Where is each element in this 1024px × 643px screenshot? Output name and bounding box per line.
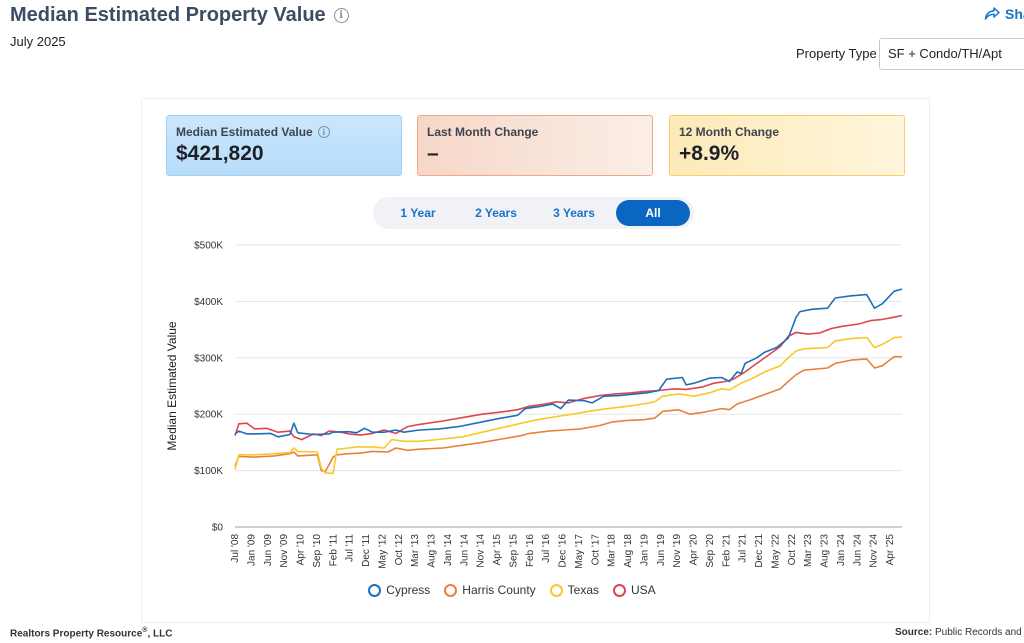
page-title-text: Median Estimated Property Value [10, 4, 326, 26]
info-icon[interactable]: i [317, 126, 330, 138]
x-tick-label: May '17 [574, 534, 585, 569]
legend-swatch-harris-county [444, 583, 458, 597]
stat-last-month-change-value: – [427, 142, 439, 165]
x-tick-label: Apr '10 [296, 534, 307, 566]
x-tick-label: Sep '10 [312, 534, 323, 568]
x-tick-label: Jul '11 [345, 534, 356, 562]
x-tick-label: Feb '21 [721, 534, 732, 567]
series-line-texas[interactable] [234, 336, 903, 475]
legend-item-usa[interactable]: USA [613, 583, 656, 597]
x-tick-label: Nov '14 [476, 534, 487, 568]
x-tick-label: Mar '13 [410, 534, 421, 567]
footer-source-text: Public Records and [932, 627, 1022, 638]
legend-swatch-texas [549, 583, 563, 597]
x-tick-label: Feb '11 [328, 534, 339, 567]
share-button[interactable]: Sha [984, 6, 1024, 22]
x-tick-label: Aug '18 [623, 534, 634, 568]
y-axis-label: Median Estimated Value [165, 321, 179, 451]
x-tick-label: Oct '12 [394, 534, 405, 566]
x-tick-label: Jun '24 [852, 534, 863, 566]
x-tick-label: Jun '14 [459, 534, 470, 566]
x-tick-label: Jun '09 [263, 534, 274, 566]
x-tick-label: Apr '20 [689, 534, 700, 566]
x-tick-label: Nov '09 [279, 534, 290, 568]
footer-registered-mark: ® [142, 627, 148, 634]
y-tick-label: $200K [194, 410, 223, 421]
x-tick-label: Oct '17 [590, 534, 601, 566]
chart-legend: Cypress Harris County Texas USA [0, 583, 1024, 597]
x-tick-label: Jan '14 [443, 534, 454, 566]
y-tick-label: $0 [212, 523, 224, 534]
x-tick-label: Jun '19 [656, 534, 667, 566]
footer-source-label: Source: [895, 627, 933, 638]
property-type-select[interactable]: SF + Condo/TH/Apt [879, 38, 1024, 70]
stat-12-month-change-label: 12 Month Change [679, 125, 780, 139]
legend-item-harris-county[interactable]: Harris County [444, 583, 536, 597]
x-tick-label: Jan '09 [246, 534, 257, 566]
tab-2-years[interactable]: 2 Years [475, 206, 517, 220]
x-tick-label: Jan '19 [639, 534, 650, 566]
x-tick-label: Aug '23 [820, 534, 831, 568]
legend-item-texas[interactable]: Texas [549, 583, 600, 597]
y-tick-label: $500K [194, 241, 223, 252]
x-tick-label: Mar '23 [803, 534, 814, 567]
tab-all[interactable]: All [616, 200, 690, 226]
footer-attribution: Realtors Property Resource®, LLC [10, 627, 172, 639]
legend-swatch-cypress [368, 583, 382, 597]
page-title: Median Estimated Property Value i [10, 4, 349, 27]
property-type-value: SF + Condo/TH/Apt [888, 46, 1002, 61]
x-tick-label: Nov '24 [869, 534, 880, 568]
legend-item-cypress[interactable]: Cypress [368, 583, 430, 597]
stat-12-month-change-value: +8.9% [679, 142, 740, 165]
legend-label-harris-county: Harris County [462, 583, 536, 597]
y-tick-label: $100K [194, 466, 223, 477]
x-tick-label: Sep '20 [705, 534, 716, 568]
series-line-usa[interactable] [234, 314, 903, 441]
x-tick-label: Apr '25 [885, 534, 896, 566]
footer-attribution-name: Realtors Property Resource [10, 628, 143, 640]
series-line-cypress[interactable] [234, 288, 903, 438]
legend-label-usa: USA [631, 583, 656, 597]
y-tick-label: $300K [194, 353, 223, 364]
x-tick-label: Dec '21 [754, 534, 765, 568]
share-label: Sha [1005, 6, 1024, 22]
stat-median-value-label: Median Estimated Value [176, 125, 313, 139]
footer-source: Source: Public Records and [895, 627, 1022, 638]
x-tick-label: Jul '16 [541, 534, 552, 563]
tab-1-year[interactable]: 1 Year [400, 206, 436, 220]
share-icon [984, 7, 1000, 20]
stat-median-value: Median Estimated Value i $421,820 [166, 115, 402, 176]
x-tick-label: Oct '22 [787, 534, 798, 566]
x-tick-label: Dec '11 [361, 534, 372, 567]
chart-card [141, 98, 930, 623]
report-date: July 2025 [10, 34, 66, 49]
property-value-chart: $0 $100K $200K $300K $400K $500K Jul '08 Jan '… [165, 241, 903, 569]
x-tick-label: Dec '16 [558, 534, 569, 568]
x-tick-label: Jul '08 [230, 534, 241, 563]
range-tabs: 1 Year 2 Years 3 Years All [373, 197, 694, 229]
info-icon[interactable]: i [333, 8, 349, 23]
stat-last-month-change-label: Last Month Change [427, 125, 539, 139]
stat-median-value-value: $421,820 [176, 142, 264, 165]
legend-label-cypress: Cypress [386, 583, 431, 597]
x-tick-label: Jul '21 [738, 534, 749, 563]
x-tick-label: Nov '19 [672, 534, 683, 568]
tab-3-years[interactable]: 3 Years [553, 206, 595, 220]
x-tick-label: Apr '15 [492, 534, 503, 566]
x-tick-label: Mar '18 [607, 534, 618, 567]
stat-median-value-label-row: Median Estimated Value i [176, 125, 392, 139]
x-tick-label: Sep '15 [508, 534, 519, 568]
stat-12-month-change: 12 Month Change +8.9% [669, 115, 905, 176]
legend-swatch-usa [613, 583, 627, 597]
x-tick-label: Jan '24 [836, 534, 847, 566]
property-type-label: Property Type [796, 46, 877, 61]
x-tick-label: Feb '16 [525, 534, 536, 567]
x-tick-label: May '12 [377, 534, 388, 569]
x-tick-label: Aug '13 [427, 534, 438, 568]
x-tick-label: May '22 [770, 534, 781, 569]
y-tick-label: $400K [194, 297, 223, 308]
legend-label-texas: Texas [567, 583, 600, 597]
footer-attribution-suffix: , LLC [147, 628, 173, 640]
stat-last-month-change: Last Month Change – [417, 115, 653, 176]
